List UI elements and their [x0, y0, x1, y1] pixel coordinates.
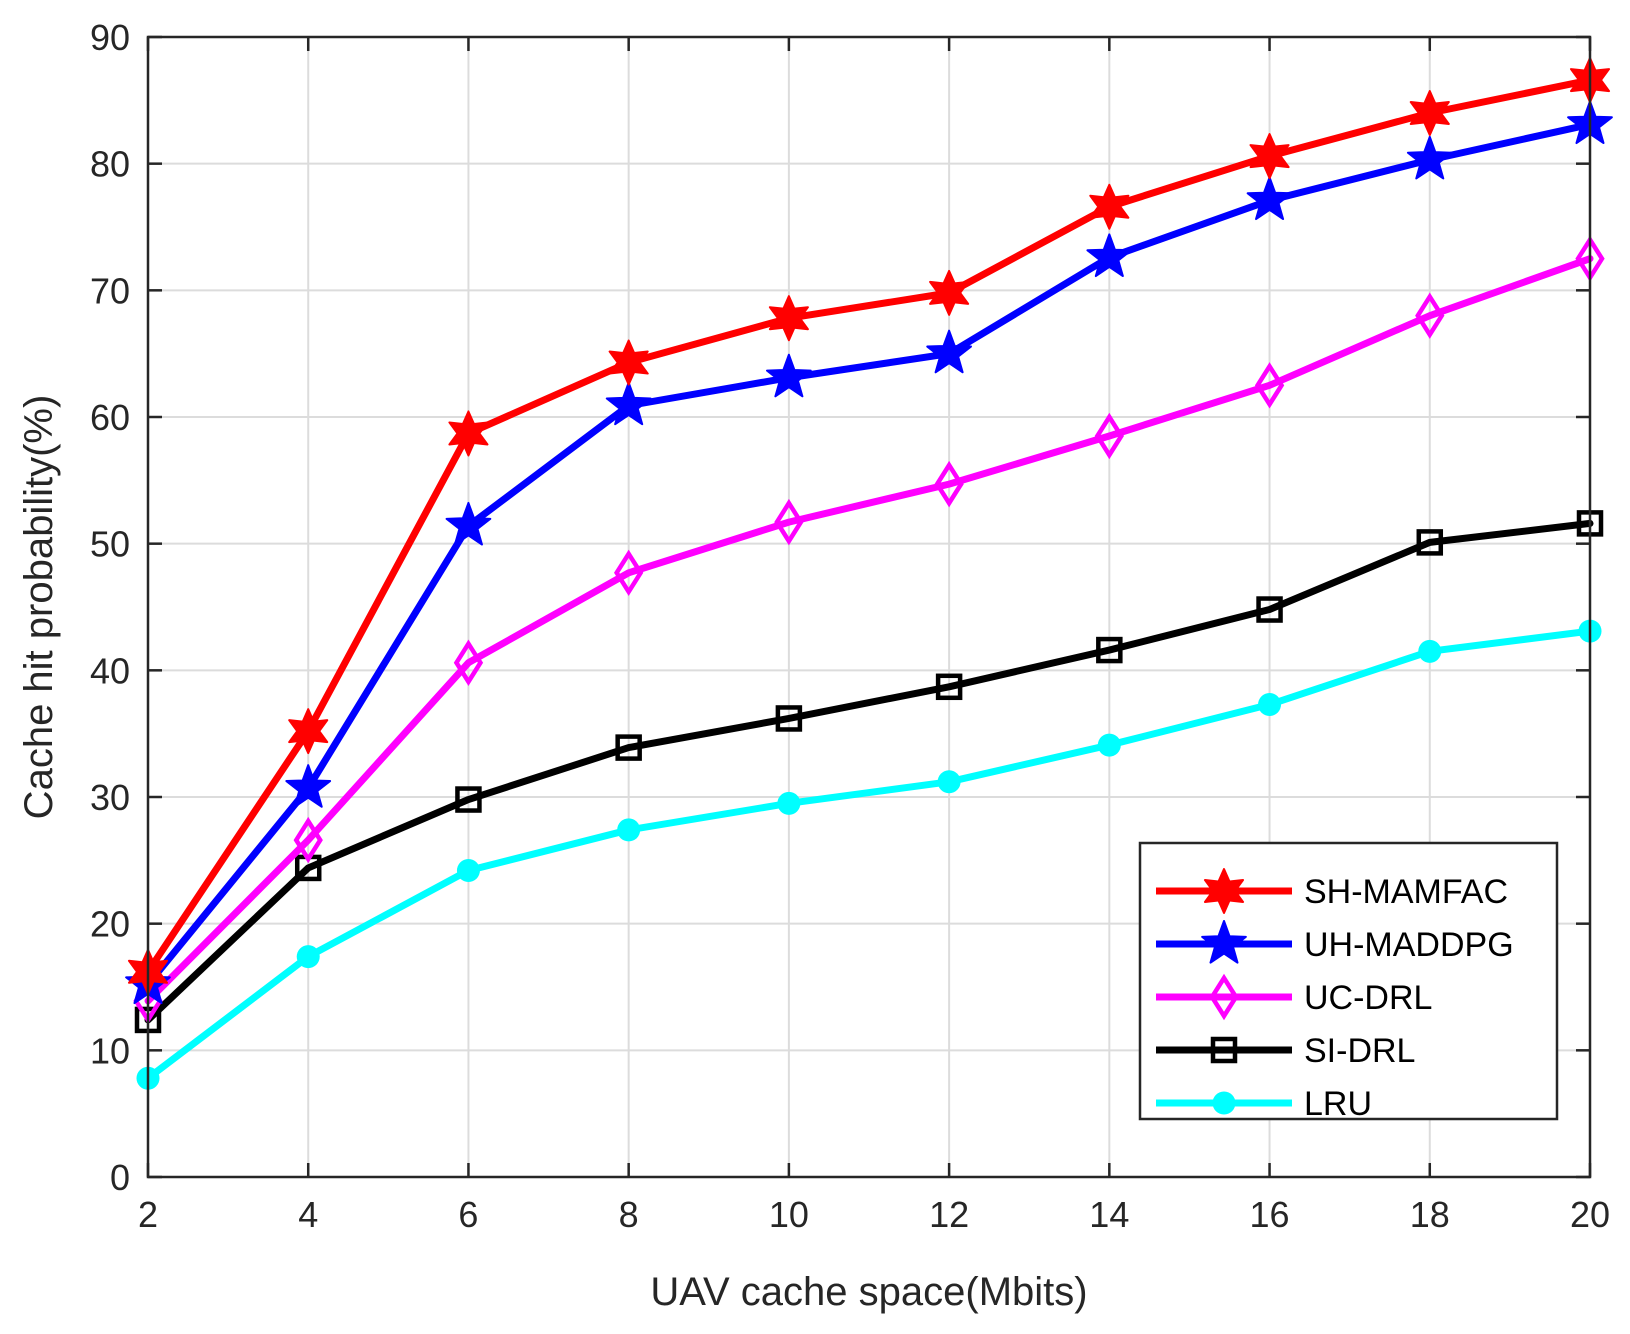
- legend-label: UH-MADDPG: [1304, 926, 1514, 964]
- data-point: [766, 353, 812, 398]
- data-point: [1254, 362, 1285, 409]
- data-point: [1258, 693, 1282, 717]
- data-point: [455, 786, 482, 813]
- data-point: [1416, 529, 1444, 556]
- data-point: [605, 381, 652, 426]
- legend-item: UC-DRL: [1156, 973, 1432, 1021]
- data-point: [1256, 596, 1283, 623]
- x-tick-label: 2: [138, 1194, 158, 1235]
- series-layer: [125, 57, 1613, 1090]
- series-line: [144, 255, 1594, 1005]
- data-point: [296, 945, 320, 969]
- legend-item: SH-MAMFAC: [1156, 868, 1508, 914]
- data-point: [1246, 176, 1293, 221]
- y-tick-label: 60: [90, 397, 130, 438]
- legend-label: UC-DRL: [1304, 979, 1432, 1017]
- data-point: [929, 269, 970, 316]
- x-axis-label: UAV cache space(Mbits): [650, 1270, 1087, 1314]
- data-point: [935, 673, 963, 701]
- data-point: [614, 549, 644, 597]
- legend-label: LRU: [1304, 1085, 1372, 1123]
- x-tick-label: 18: [1410, 1194, 1450, 1235]
- legend-marker: [1210, 1036, 1238, 1064]
- series-line: [144, 519, 1594, 1024]
- legend-marker: [1209, 973, 1239, 1021]
- data-point: [617, 818, 641, 842]
- data-point: [937, 770, 961, 794]
- data-point: [445, 501, 492, 546]
- legend-item: SI-DRL: [1156, 1032, 1415, 1070]
- series-line: [144, 76, 1594, 976]
- data-point: [774, 498, 804, 546]
- legend-marker: [1212, 1091, 1236, 1115]
- x-tick-label: 20: [1570, 1194, 1610, 1235]
- x-tick-label: 12: [929, 1194, 969, 1235]
- data-point: [777, 791, 801, 815]
- y-axis-label: Cache hit probability(%): [17, 395, 61, 820]
- legend: SH-MAMFAC UH-MADDPG UC-DRL SI-DRL LRU: [1138, 841, 1559, 1123]
- data-point: [608, 339, 649, 386]
- y-tick-label: 20: [90, 904, 130, 945]
- data-point: [448, 410, 489, 457]
- x-tick-label: 14: [1089, 1194, 1129, 1235]
- y-tick-label: 30: [90, 777, 130, 818]
- data-point: [285, 764, 332, 808]
- y-tick-label: 0: [110, 1157, 130, 1198]
- data-point: [615, 734, 642, 761]
- data-point: [1406, 135, 1453, 180]
- legend-item: UH-MADDPG: [1156, 920, 1514, 964]
- legend-label: SH-MAMFAC: [1304, 873, 1508, 911]
- series-si-drl: [134, 510, 1604, 1034]
- data-point: [1097, 733, 1121, 757]
- data-point: [768, 295, 809, 342]
- y-tick-label: 90: [90, 17, 130, 58]
- data-point: [1096, 636, 1123, 664]
- x-tick-label: 6: [458, 1194, 478, 1235]
- data-point: [1249, 133, 1290, 180]
- y-tick-label: 10: [90, 1030, 130, 1071]
- legend-label: SI-DRL: [1304, 1032, 1415, 1070]
- series-line: [144, 627, 1594, 1082]
- data-point: [1089, 183, 1130, 230]
- data-point: [934, 460, 964, 508]
- y-tick-label: 80: [90, 144, 130, 185]
- data-point: [453, 639, 484, 686]
- data-point: [293, 816, 323, 864]
- data-point: [1086, 233, 1133, 278]
- legend-marker: [1201, 920, 1247, 964]
- data-point: [1415, 292, 1445, 339]
- x-tick-label: 8: [619, 1194, 639, 1235]
- legend-item: LRU: [1156, 1085, 1372, 1123]
- plot-frame: [146, 35, 1592, 1179]
- x-tick-label: 4: [298, 1194, 318, 1235]
- y-tick-label: 50: [90, 524, 130, 565]
- x-tick-label: 16: [1250, 1194, 1290, 1235]
- series-line: [144, 120, 1594, 988]
- y-tick-label: 70: [90, 270, 130, 311]
- data-point: [926, 329, 972, 374]
- legend-marker: [1203, 868, 1245, 914]
- data-point: [1418, 639, 1442, 663]
- data-point: [456, 858, 480, 882]
- data-point: [1094, 412, 1124, 460]
- series-lru: [136, 619, 1602, 1090]
- ticks: 2 4 6 8 10 12 14 16 18 20 0 10 20 30 40 50 60 70 80 90: [90, 17, 1610, 1235]
- x-tick-label: 10: [769, 1194, 809, 1235]
- data-point: [1409, 90, 1450, 136]
- data-point: [775, 705, 803, 732]
- data-point: [288, 708, 329, 755]
- y-tick-label: 40: [90, 650, 130, 691]
